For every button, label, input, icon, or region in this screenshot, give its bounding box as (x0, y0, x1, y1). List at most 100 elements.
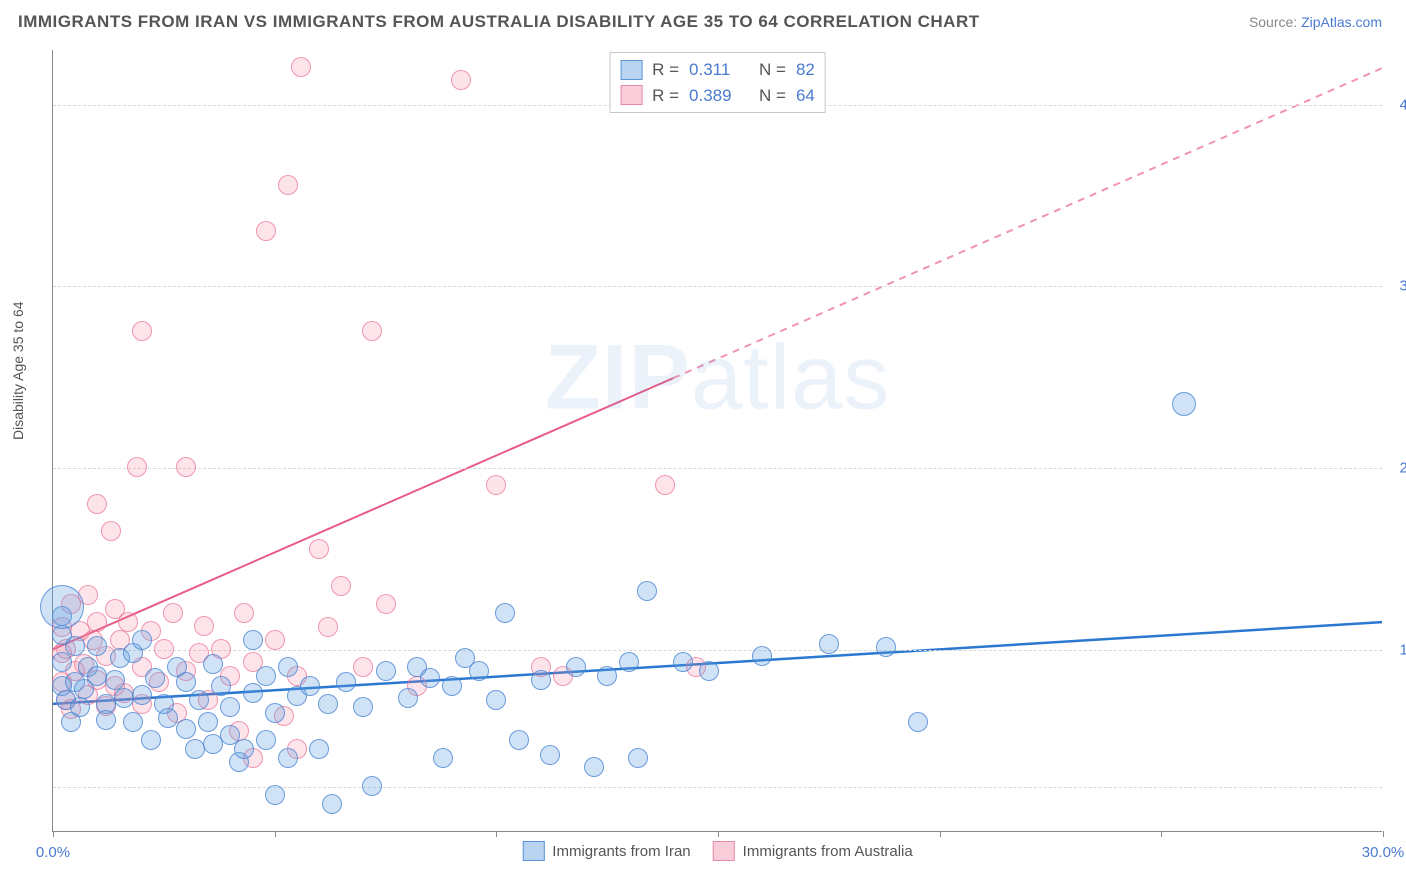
data-point (163, 603, 183, 623)
data-point (442, 676, 462, 696)
gridline (53, 787, 1382, 788)
data-point (469, 661, 489, 681)
x-tick (275, 831, 276, 837)
data-point (145, 668, 165, 688)
scatter-plot-area: R = 0.311 N = 82 R = 0.389 N = 64 ZIPatl… (52, 50, 1382, 832)
data-point (540, 745, 560, 765)
data-point (101, 521, 121, 541)
data-point (52, 652, 72, 672)
data-point (451, 70, 471, 90)
data-point (362, 321, 382, 341)
data-point (87, 494, 107, 514)
data-point (353, 697, 373, 717)
data-point (597, 666, 617, 686)
data-point (87, 612, 107, 632)
data-point (243, 683, 263, 703)
data-point (278, 748, 298, 768)
data-point (353, 657, 373, 677)
swatch-blue-icon (620, 60, 642, 80)
swatch-blue-icon (522, 841, 544, 861)
data-point (908, 712, 928, 732)
watermark-light: atlas (691, 327, 890, 429)
data-point (322, 794, 342, 814)
n-value-australia: 64 (796, 83, 815, 109)
data-point (265, 785, 285, 805)
data-point (154, 639, 174, 659)
n-value-iran: 82 (796, 57, 815, 83)
correlation-legend: R = 0.311 N = 82 R = 0.389 N = 64 (609, 52, 826, 113)
r-value-iran: 0.311 (689, 57, 749, 83)
data-point (673, 652, 693, 672)
chart-title: IMMIGRANTS FROM IRAN VS IMMIGRANTS FROM … (18, 12, 980, 32)
data-point (87, 636, 107, 656)
watermark: ZIPatlas (545, 326, 890, 431)
data-point (376, 661, 396, 681)
data-point (70, 697, 90, 717)
n-label: N = (759, 57, 786, 83)
data-point (141, 730, 161, 750)
data-point (87, 666, 107, 686)
data-point (132, 630, 152, 650)
legend-label-australia: Immigrants from Australia (743, 843, 913, 860)
data-point (132, 685, 152, 705)
y-tick-label: 40.0% (1399, 96, 1406, 113)
data-point (40, 585, 84, 629)
r-value-australia: 0.389 (689, 83, 749, 109)
data-point (127, 457, 147, 477)
x-tick-label: 0.0% (36, 844, 70, 861)
data-point (220, 697, 240, 717)
data-point (234, 739, 254, 759)
data-point (65, 636, 85, 656)
x-tick (496, 831, 497, 837)
data-point (318, 617, 338, 637)
x-tick (718, 831, 719, 837)
data-point (291, 57, 311, 77)
data-point (486, 475, 506, 495)
x-tick (1161, 831, 1162, 837)
data-point (309, 539, 329, 559)
data-point (1172, 392, 1196, 416)
source-attribution: Source: ZipAtlas.com (1249, 14, 1382, 30)
trend-lines-layer (53, 50, 1382, 831)
x-tick-label: 30.0% (1362, 844, 1405, 861)
data-point (265, 630, 285, 650)
gridline (53, 286, 1382, 287)
legend-item-iran: Immigrants from Iran (522, 841, 690, 861)
x-tick (940, 831, 941, 837)
n-label: N = (759, 83, 786, 109)
swatch-pink-icon (713, 841, 735, 861)
data-point (509, 730, 529, 750)
data-point (628, 748, 648, 768)
data-point (619, 652, 639, 672)
y-tick-label: 30.0% (1399, 278, 1406, 295)
data-point (318, 694, 338, 714)
data-point (637, 581, 657, 601)
swatch-pink-icon (620, 85, 642, 105)
data-point (376, 594, 396, 614)
data-point (752, 646, 772, 666)
data-point (309, 739, 329, 759)
data-point (278, 657, 298, 677)
data-point (114, 688, 134, 708)
data-point (158, 708, 178, 728)
y-axis-label: Disability Age 35 to 64 (10, 301, 26, 440)
data-point (278, 175, 298, 195)
series-legend: Immigrants from Iran Immigrants from Aus… (522, 841, 912, 861)
source-link[interactable]: ZipAtlas.com (1301, 14, 1382, 30)
data-point (876, 637, 896, 657)
data-point (398, 688, 418, 708)
data-point (433, 748, 453, 768)
legend-row-iran: R = 0.311 N = 82 (620, 57, 815, 83)
data-point (256, 730, 276, 750)
gridline (53, 468, 1382, 469)
legend-label-iran: Immigrants from Iran (552, 843, 690, 860)
data-point (234, 603, 254, 623)
data-point (96, 710, 116, 730)
r-label: R = (652, 83, 679, 109)
data-point (584, 757, 604, 777)
data-point (194, 616, 214, 636)
data-point (655, 475, 675, 495)
data-point (176, 672, 196, 692)
data-point (203, 654, 223, 674)
data-point (256, 666, 276, 686)
